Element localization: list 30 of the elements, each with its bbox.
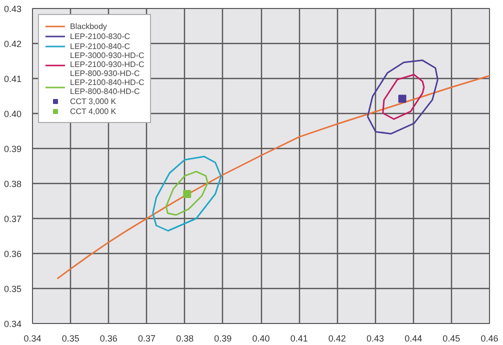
y-tick-label: 0.37 [4, 214, 22, 224]
legend-label: Blackbody [70, 21, 107, 31]
x-tick-label: 0.44 [404, 334, 422, 344]
legend-label: LEP-2100-830-C [70, 31, 130, 41]
x-tick-label: 0.42 [328, 334, 346, 344]
x-tick-label: 0.46 [480, 334, 498, 344]
legend-label: CCT 3,000 K [70, 96, 116, 106]
legend-label: LEP-3000-930-HD-C LEP-2100-930-HD-C LEP-800-930-HD-C [70, 51, 144, 78]
x-tick-label: 0.34 [24, 334, 42, 344]
x-tick-label: 0.41 [290, 334, 308, 344]
y-tick-label: 0.34 [4, 319, 22, 329]
x-tick-label: 0.37 [138, 334, 156, 344]
y-tick-label: 0.35 [4, 284, 22, 294]
x-tick-label: 0.39 [214, 334, 232, 344]
y-tick-label: 0.38 [4, 179, 22, 189]
legend-label: LEP-2100-840-C [70, 41, 130, 51]
y-tick-label: 0.39 [4, 144, 22, 154]
x-tick-label: 0.38 [176, 334, 194, 344]
x-tick-label: 0.35 [62, 334, 80, 344]
x-tick-label: 0.40 [252, 334, 270, 344]
x-tick-label: 0.36 [100, 334, 118, 344]
y-tick-label: 0.41 [4, 74, 22, 84]
legend-label: LEP-2100-840-HD-C LEP-800-840-HD-C [70, 78, 144, 96]
y-tick-label: 0.40 [4, 109, 22, 119]
y-tick-label: 0.36 [4, 249, 22, 259]
x-tick-label: 0.45 [442, 334, 460, 344]
x-tick-label: 0.43 [366, 334, 384, 344]
y-tick-label: 0.42 [4, 39, 22, 49]
legend-label: CCT 4,000 K [70, 106, 116, 116]
y-tick-label: 0.43 [4, 4, 22, 14]
